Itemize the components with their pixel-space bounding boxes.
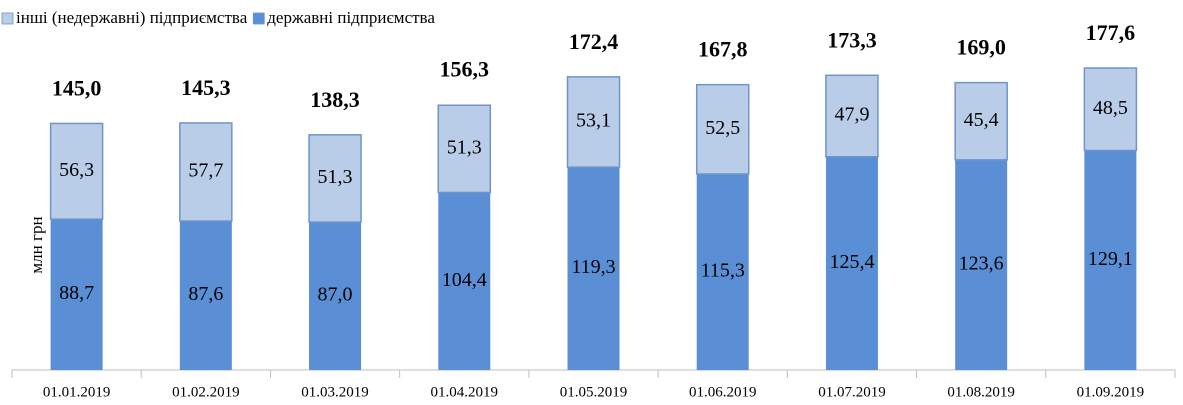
- total-label: 145,0: [52, 75, 102, 100]
- bar-segment: [566, 76, 621, 168]
- total-label: 138,3: [310, 87, 360, 112]
- x-tick-label: 01.01.2019: [43, 384, 111, 400]
- total-label: 169,0: [956, 35, 1006, 60]
- data-label: 87,6: [188, 283, 223, 305]
- data-label: 87,0: [318, 284, 353, 306]
- bar-segment: [1083, 67, 1138, 152]
- data-label: 57,7: [188, 160, 223, 182]
- data-label: 119,3: [571, 256, 615, 278]
- x-tick-label: 01.07.2019: [818, 384, 886, 400]
- bar-segment: [179, 122, 233, 222]
- data-label: 45,4: [964, 109, 999, 131]
- legend-swatch: [252, 12, 265, 25]
- data-label: 52,5: [705, 117, 740, 139]
- legend-swatch: [1, 12, 14, 25]
- bar-segment: [954, 81, 1008, 161]
- x-tick-label: 01.06.2019: [689, 384, 757, 400]
- bar-segment: [567, 167, 620, 370]
- x-tick-label: 01.09.2019: [1077, 384, 1145, 400]
- x-tick-label: 01.03.2019: [301, 384, 369, 400]
- legend-label: державні підприємства: [267, 8, 435, 27]
- bar-segment: [696, 173, 749, 370]
- x-tick-label: 01.02.2019: [172, 384, 240, 400]
- bar-segment: [179, 221, 232, 370]
- data-label: 125,4: [829, 251, 874, 273]
- bar-segment: [308, 134, 362, 223]
- bar-segment: [309, 222, 362, 370]
- bar-segment: [825, 74, 879, 158]
- data-label: 123,6: [959, 253, 1004, 275]
- data-label: 51,3: [318, 166, 353, 188]
- x-tick-label: 01.08.2019: [947, 384, 1015, 400]
- bar-segment: [955, 159, 1008, 370]
- data-label: 56,3: [59, 159, 94, 181]
- data-label: 53,1: [576, 110, 611, 132]
- x-tick-label: 01.05.2019: [560, 384, 628, 400]
- total-label: 156,3: [440, 56, 490, 81]
- total-label: 167,8: [698, 37, 748, 62]
- total-label: 177,6: [1086, 20, 1136, 45]
- bar-segment: [437, 104, 492, 194]
- bar-segment: [1084, 150, 1137, 370]
- bar-segment: [49, 122, 104, 220]
- data-label: 48,5: [1093, 97, 1128, 119]
- bar-segment: [438, 192, 491, 370]
- total-label: 172,4: [569, 29, 619, 54]
- data-label: 88,7: [59, 282, 94, 304]
- y-axis-label: млн грн: [27, 216, 46, 273]
- bar-segment: [825, 156, 878, 370]
- bar-segment: [695, 83, 750, 175]
- data-label: 51,3: [447, 136, 482, 158]
- data-label: 47,9: [834, 104, 869, 126]
- total-label: 173,3: [827, 27, 877, 52]
- x-tick-label: 01.04.2019: [431, 384, 499, 400]
- bar-segment: [50, 219, 103, 370]
- legend-label: інші (недержавні) підприємства: [16, 8, 248, 27]
- data-label: 104,4: [442, 269, 487, 291]
- total-label: 145,3: [181, 75, 231, 100]
- data-label: 129,1: [1088, 248, 1133, 270]
- data-label: 115,3: [701, 260, 745, 282]
